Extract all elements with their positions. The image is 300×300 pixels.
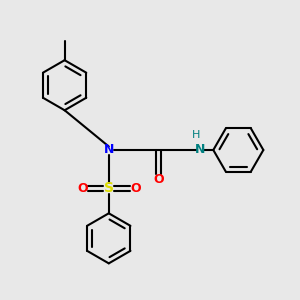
Text: N: N <box>195 143 205 157</box>
Text: O: O <box>154 173 164 186</box>
Text: S: S <box>104 181 114 195</box>
Text: O: O <box>77 182 88 195</box>
Text: O: O <box>130 182 141 195</box>
Text: H: H <box>191 130 200 140</box>
Text: N: N <box>103 143 114 157</box>
